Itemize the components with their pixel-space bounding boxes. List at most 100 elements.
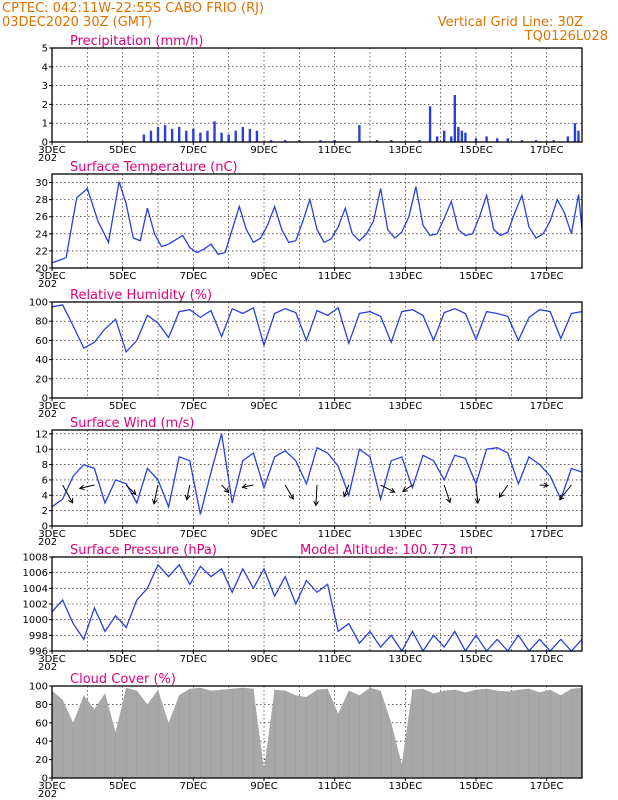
wind-arrow bbox=[153, 484, 159, 504]
y-tick-label: 80 bbox=[35, 700, 48, 711]
y-tick-label: 1000 bbox=[23, 615, 48, 626]
wind-arrow-head bbox=[184, 494, 191, 501]
y-tick-label: 40 bbox=[35, 355, 48, 366]
panel-frame bbox=[51, 429, 583, 527]
wind-arrow-head bbox=[543, 482, 550, 489]
x-tick-label: 17DEC bbox=[530, 271, 564, 282]
y-tick-label: 100 bbox=[29, 682, 48, 693]
wind-arrow bbox=[402, 484, 413, 492]
x-tick-label: 7DEC bbox=[180, 529, 207, 540]
x-tick-label: 9DEC bbox=[250, 145, 277, 156]
x-tick-label: 13DEC bbox=[388, 145, 422, 156]
wind-arrow bbox=[221, 484, 230, 493]
precip-bar bbox=[435, 136, 439, 142]
wind-arrow-head bbox=[241, 483, 248, 490]
precip-bar bbox=[284, 140, 287, 142]
panel-rh: Relative Humidity (%) 100 80 60 40 20 03DEC 5DE… bbox=[29, 288, 583, 420]
x-tick-label: 3DEC bbox=[38, 271, 65, 282]
header-grid-note: Vertical Grid Line: 30Z bbox=[438, 15, 583, 30]
y-tick-label: 0 bbox=[42, 774, 48, 785]
x-tick-label: 5DEC bbox=[109, 654, 136, 665]
panel-frame bbox=[51, 301, 583, 399]
panel-title-wind: Surface Wind (m/s) bbox=[70, 416, 194, 431]
x-tick-label: 7DEC bbox=[180, 781, 207, 792]
precip-bar bbox=[485, 136, 488, 142]
y-tick-label: 1 bbox=[42, 119, 48, 130]
precip-bar bbox=[185, 130, 188, 142]
y-tick-label: 5 bbox=[42, 44, 48, 55]
x-tick-label: 11DEC bbox=[318, 654, 352, 665]
x-tick-label: 9DEC bbox=[250, 271, 277, 282]
x-tick-label: 9DEC bbox=[250, 654, 277, 665]
wind-arrow bbox=[186, 484, 191, 500]
panel-title-rh: Relative Humidity (%) bbox=[70, 288, 212, 303]
header-date: 03DEC2020 30Z (GMT) bbox=[2, 15, 152, 30]
precip-bar bbox=[234, 130, 237, 142]
x-tick-label: 11DEC bbox=[318, 145, 352, 156]
panel-title-pres: Surface Pressure (hPa) bbox=[70, 543, 217, 558]
year-stub: 202 bbox=[38, 662, 57, 673]
x-tick-label: 13DEC bbox=[388, 781, 422, 792]
panel-title-precip: Precipitation (mm/h) bbox=[70, 34, 203, 49]
x-tick-label: 5DEC bbox=[109, 781, 136, 792]
precip-bar bbox=[453, 95, 456, 142]
x-tick-label: 13DEC bbox=[388, 654, 422, 665]
precip-bar bbox=[428, 106, 432, 142]
panel-precip: Precipitation (mm/h) 5 4 3 2 1 03DEC 5DEC 7DEC 9D… bbox=[38, 34, 583, 164]
wind-arrow-head bbox=[288, 493, 294, 500]
x-tick-label: 15DEC bbox=[459, 781, 493, 792]
y-tick-label: 6 bbox=[42, 475, 48, 486]
precip-bar bbox=[506, 138, 509, 142]
x-tick-label: 9DEC bbox=[250, 401, 277, 412]
y-tick-label: 2 bbox=[42, 100, 48, 111]
series-line-temp bbox=[51, 181, 583, 264]
x-tick-label: 17DEC bbox=[530, 401, 564, 412]
y-tick-label: 1004 bbox=[23, 584, 48, 595]
precip-bar bbox=[577, 130, 580, 142]
y-tick-label: 20 bbox=[35, 264, 48, 275]
y-tick-label: 60 bbox=[35, 718, 48, 729]
header-location: CPTEC: 042:11W-22:55S CABO FRIO (RJ) bbox=[2, 1, 264, 16]
precip-bar bbox=[418, 140, 421, 142]
y-tick-label: 12 bbox=[35, 429, 48, 440]
x-tick-label: 7DEC bbox=[180, 145, 207, 156]
precip-bar bbox=[450, 136, 453, 142]
precip-bar bbox=[206, 130, 209, 142]
precip-bar bbox=[464, 132, 467, 142]
wind-arrow-head bbox=[446, 497, 452, 504]
x-tick-label: 13DEC bbox=[388, 271, 422, 282]
wind-arrow-head bbox=[343, 491, 349, 498]
x-tick-label: 15DEC bbox=[459, 271, 493, 282]
y-tick-label: 3 bbox=[42, 81, 48, 92]
y-tick-label: 30 bbox=[35, 178, 48, 189]
y-tick-label: 4 bbox=[42, 62, 48, 73]
wind-arrow bbox=[315, 484, 318, 506]
year-stub: 202 bbox=[38, 537, 57, 548]
wind-arrow-head bbox=[130, 489, 137, 496]
y-tick-label: 2 bbox=[42, 506, 48, 517]
series-line-pres bbox=[51, 563, 583, 653]
x-tick-label: 11DEC bbox=[318, 401, 352, 412]
x-tick-label: 3DEC bbox=[38, 145, 65, 156]
wind-arrow bbox=[475, 484, 479, 504]
panel-temp: Surface Temperature (nC) 30 28 26 24 22 203DEC… bbox=[35, 160, 583, 290]
precip-bar bbox=[227, 134, 230, 142]
wind-arrow-head bbox=[223, 487, 230, 494]
wind-arrow bbox=[284, 484, 294, 500]
y-tick-label: 24 bbox=[35, 229, 48, 240]
x-tick-label: 15DEC bbox=[459, 529, 493, 540]
year-stub: 202 bbox=[38, 279, 57, 290]
x-tick-label: 7DEC bbox=[180, 271, 207, 282]
precip-bar bbox=[142, 134, 146, 142]
wind-arrow-head bbox=[78, 484, 85, 491]
wind-arrow-head bbox=[152, 498, 158, 505]
y-tick-label: 20 bbox=[35, 374, 48, 385]
precip-bar bbox=[390, 140, 393, 142]
panel-frame bbox=[51, 47, 583, 143]
wind-arrow-head bbox=[313, 500, 319, 507]
y-tick-label: 1002 bbox=[23, 600, 48, 611]
y-tick-label: 20 bbox=[35, 755, 48, 766]
wind-arrow bbox=[125, 484, 137, 495]
wind-arrow-head bbox=[68, 497, 74, 504]
